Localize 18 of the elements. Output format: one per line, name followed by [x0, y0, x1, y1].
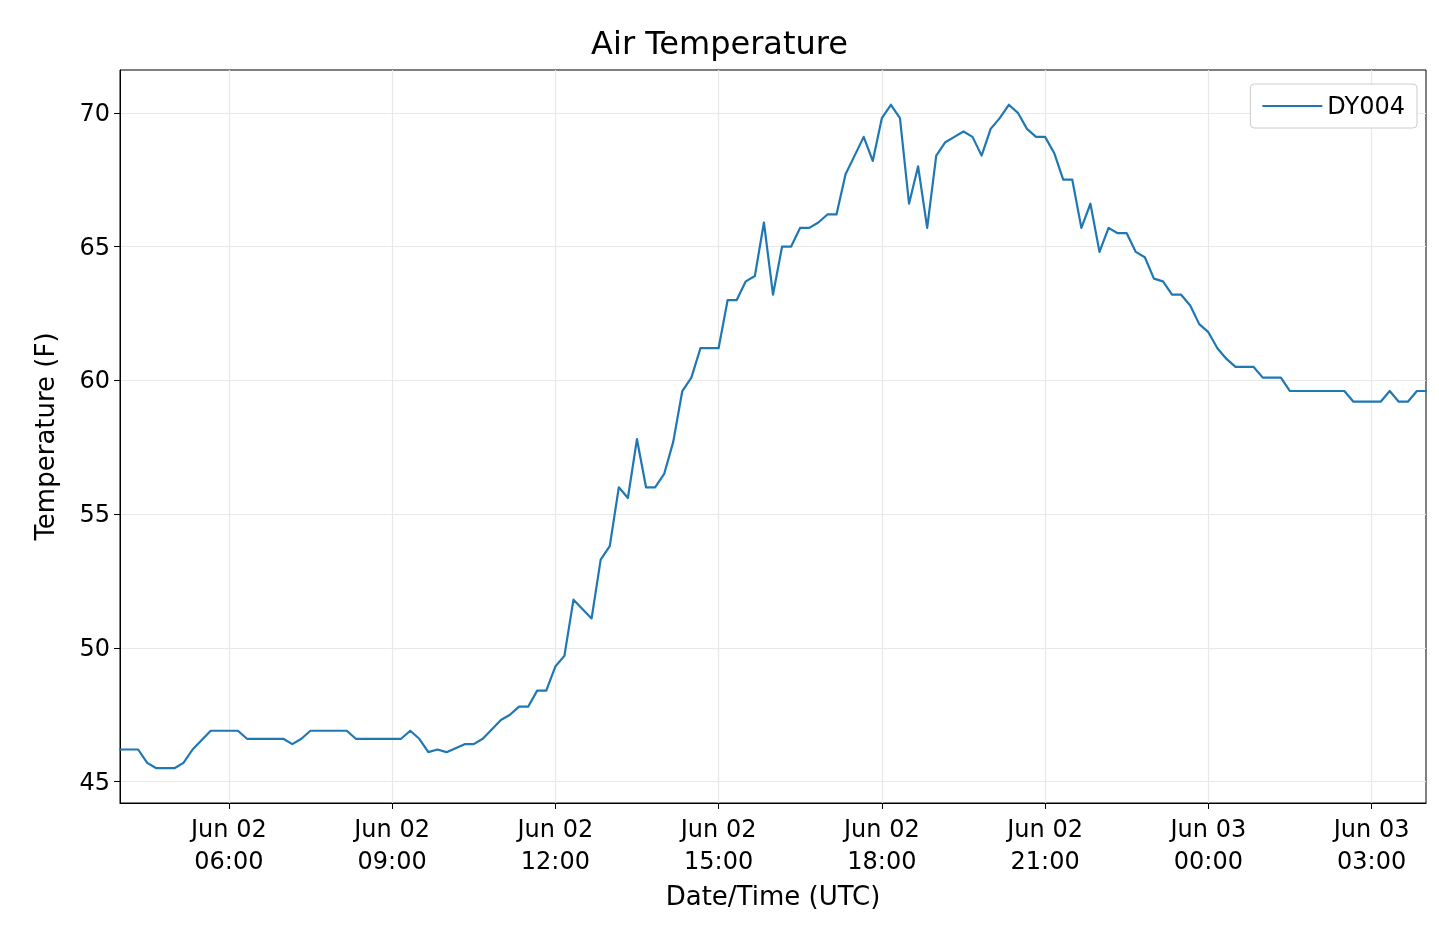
x-tick-label: Jun 02 12:00 — [515, 815, 594, 875]
x-tick-label: Jun 02 15:00 — [678, 815, 757, 875]
x-tick-label: Jun 02 18:00 — [842, 815, 920, 875]
x-tick-label: Jun 03 03:00 — [1331, 815, 1410, 875]
x-axis-title: Date/Time (UTC) — [665, 881, 881, 911]
y-tick-label: 45 — [79, 767, 110, 796]
x-tick-label: Jun 02 06:00 — [189, 815, 267, 875]
chart-title: Air Temperature — [591, 24, 848, 62]
y-tick-label: 55 — [79, 500, 110, 529]
y-tick-label: 50 — [79, 633, 110, 662]
legend-label: DY004 — [1327, 92, 1405, 120]
y-axis-title: Temperature (F) — [30, 332, 60, 542]
y-tick-label: 60 — [79, 366, 110, 395]
x-tick-label: Jun 03 00:00 — [1168, 815, 1247, 875]
y-tick-label: 65 — [79, 232, 110, 261]
x-tick-label: Jun 02 21:00 — [1005, 815, 1083, 875]
y-tick-label: 70 — [79, 98, 110, 127]
x-tick-label: Jun 02 09:00 — [352, 815, 430, 875]
